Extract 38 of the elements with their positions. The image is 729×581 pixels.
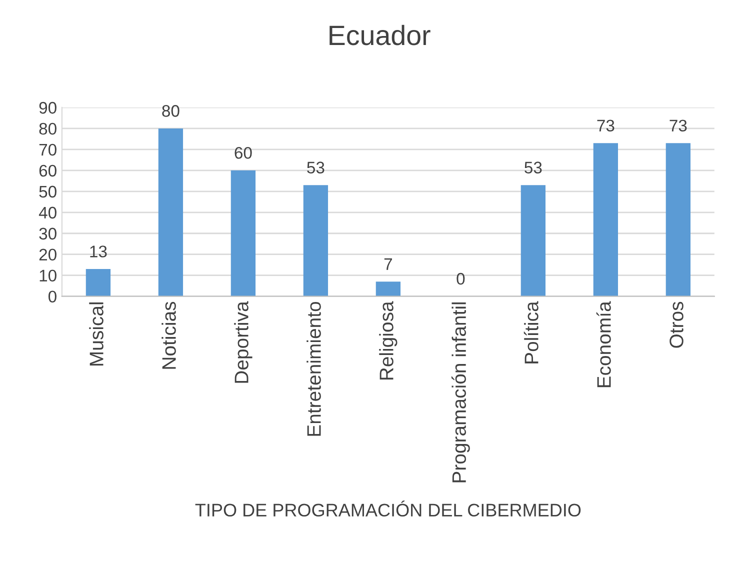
y-tick-label: 60: [39, 164, 56, 177]
x-tick-label: Musical: [89, 302, 104, 366]
bar: [520, 185, 546, 296]
y-tick-label: 40: [38, 206, 56, 219]
y-tick-label: 10: [40, 270, 56, 282]
data-label: 0: [456, 272, 465, 285]
x-tick-label: Entretenimiento: [306, 302, 321, 436]
data-label: 7: [384, 258, 392, 270]
x-tick-label: Economía: [596, 301, 611, 388]
data-label: 80: [162, 105, 180, 117]
bar: [593, 143, 618, 296]
bar: [158, 128, 184, 296]
bar: [666, 143, 690, 296]
x-tick-label: Deportiva: [234, 301, 252, 383]
bar: [376, 282, 401, 296]
x-tick-label: Otros: [670, 302, 684, 348]
bar: [303, 185, 328, 296]
y-tick-label: 70: [39, 144, 56, 156]
chart-title: Ecuador: [330, 24, 430, 46]
y-tick-label: 80: [39, 122, 56, 135]
x-axis-title: TIPO DE PROGRAMACIÓN DEL CIBERMEDIO: [195, 500, 581, 517]
y-tick-label: 50: [39, 186, 56, 198]
data-label: 73: [670, 120, 687, 132]
data-label: 53: [307, 162, 324, 174]
y-tick-label: 90: [39, 102, 56, 114]
y-tick-label: 0: [48, 290, 56, 303]
data-label: 13: [90, 246, 107, 258]
x-tick-label: Política: [524, 301, 538, 364]
data-label: 53: [524, 162, 542, 174]
x-tick-label: Noticias: [162, 302, 176, 369]
data-label: 60: [234, 146, 252, 159]
bar: [230, 170, 256, 296]
bar: [86, 269, 111, 296]
x-tick-label: Programación infantil: [452, 302, 470, 482]
data-label: 73: [597, 120, 614, 132]
x-tick-label: Religiosa: [379, 301, 398, 380]
y-tick-label: 20: [39, 248, 56, 261]
y-tick-label: 30: [39, 228, 56, 240]
